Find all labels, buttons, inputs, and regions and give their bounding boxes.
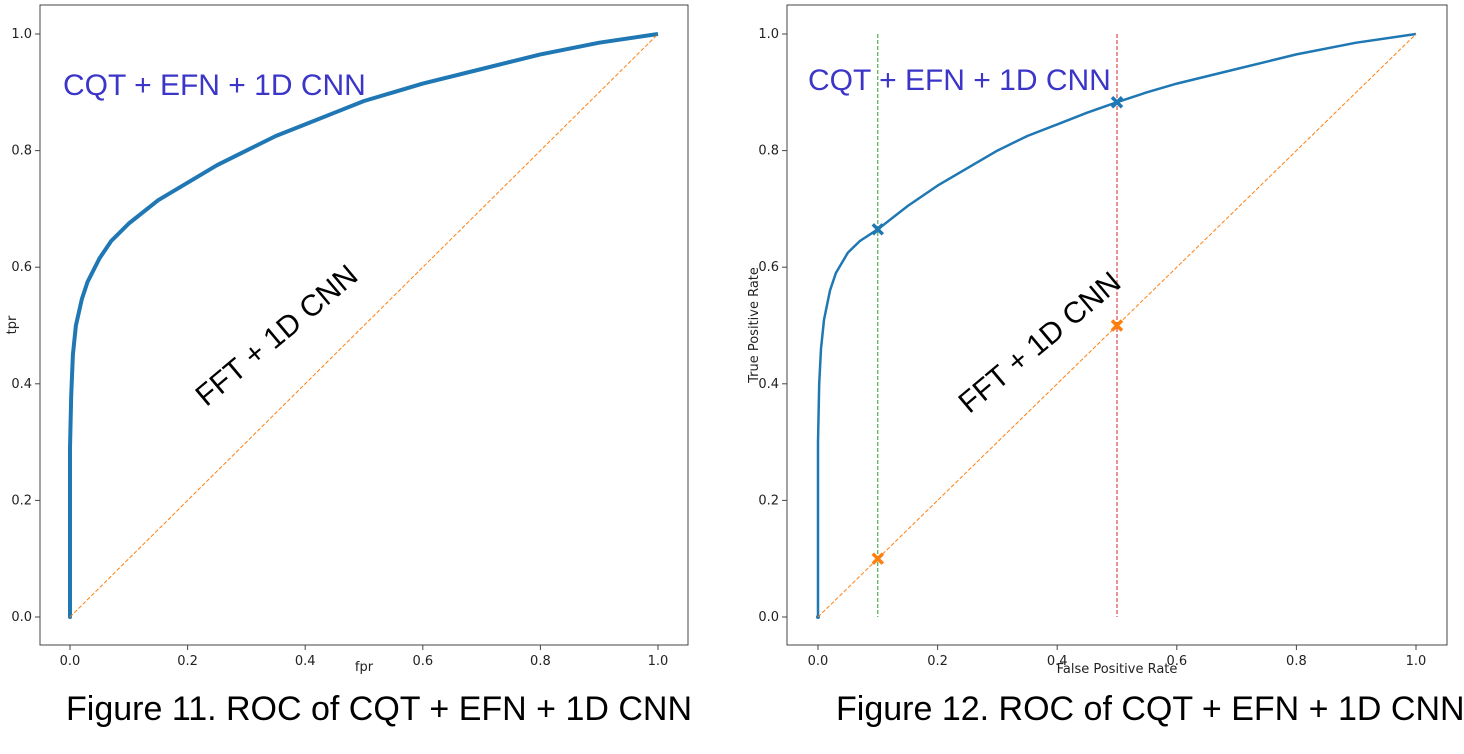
figure-12-caption: Figure 12. ROC of CQT + EFN + 1D CNN bbox=[836, 690, 1464, 728]
y-tick-label: 1.0 bbox=[758, 27, 779, 42]
x-tick-label: 0.8 bbox=[1286, 654, 1307, 669]
x-tick-label: 0.4 bbox=[1047, 654, 1068, 669]
cqt-annotation: CQT + EFN + 1D CNN bbox=[63, 69, 366, 102]
y-tick-label: 0.0 bbox=[758, 610, 779, 625]
x-tick-label: 0.6 bbox=[1166, 654, 1187, 669]
y-tick-label: 0.0 bbox=[11, 610, 32, 625]
y-tick-label: 0.2 bbox=[758, 493, 779, 508]
x-tick-label: 0.2 bbox=[177, 654, 198, 669]
operating-point-marker bbox=[1110, 95, 1124, 109]
y-tick-label: 0.4 bbox=[11, 377, 32, 392]
y-axis-label: True Positive Rate bbox=[747, 267, 762, 384]
y-axis-label: tpr bbox=[5, 315, 20, 334]
fft-annotation: FFT + 1D CNN bbox=[953, 266, 1128, 420]
operating-point-marker bbox=[871, 552, 885, 565]
y-tick-label: 0.8 bbox=[758, 144, 779, 159]
roc-chart-figure-11: 0.0 0.2 0.4 0.6 0.8 1.0 0.0 0.2 0.4 0.6 0.8 1.0 fpr t… bbox=[5, 4, 689, 675]
fft-annotation: FFT + 1D CNN bbox=[190, 259, 365, 413]
plot-frame bbox=[39, 4, 689, 646]
y-tick-label: 0.6 bbox=[758, 260, 779, 275]
x-tick-label: 0.8 bbox=[530, 654, 551, 669]
x-tick-label: 1.0 bbox=[648, 654, 669, 669]
x-tick-label: 1.0 bbox=[1406, 654, 1427, 669]
roc-series-line bbox=[816, 32, 1417, 617]
x-axis-label: False Positive Rate bbox=[1057, 662, 1178, 677]
x-axis-label: fpr bbox=[355, 660, 374, 675]
y-tick-label: 0.6 bbox=[11, 260, 32, 275]
x-tick-label: 0.4 bbox=[295, 654, 316, 669]
operating-point-marker bbox=[871, 223, 885, 236]
x-tick-label: 0.0 bbox=[808, 654, 829, 669]
y-tick-label: 0.4 bbox=[758, 377, 779, 392]
y-tick-label: 1.0 bbox=[11, 27, 32, 42]
plot-frame bbox=[786, 4, 1448, 646]
x-tick-label: 0.0 bbox=[60, 654, 81, 669]
operating-point-marker bbox=[1110, 319, 1124, 332]
x-tick-label: 0.2 bbox=[927, 654, 948, 669]
baseline-series-line bbox=[69, 33, 659, 618]
y-tick-label: 0.2 bbox=[11, 493, 32, 508]
cqt-annotation: CQT + EFN + 1D CNN bbox=[808, 64, 1111, 97]
figure-11-caption: Figure 11. ROC of CQT + EFN + 1D CNN bbox=[66, 690, 693, 728]
x-tick-label: 0.6 bbox=[412, 654, 433, 669]
y-tick-label: 0.8 bbox=[11, 144, 32, 159]
roc-series-line bbox=[68, 32, 659, 617]
roc-chart-figure-12: 0.0 0.2 0.4 0.6 0.8 1.0 0.0 0.2 0.4 0.6 0.8 1.0 Fals… bbox=[747, 4, 1448, 677]
